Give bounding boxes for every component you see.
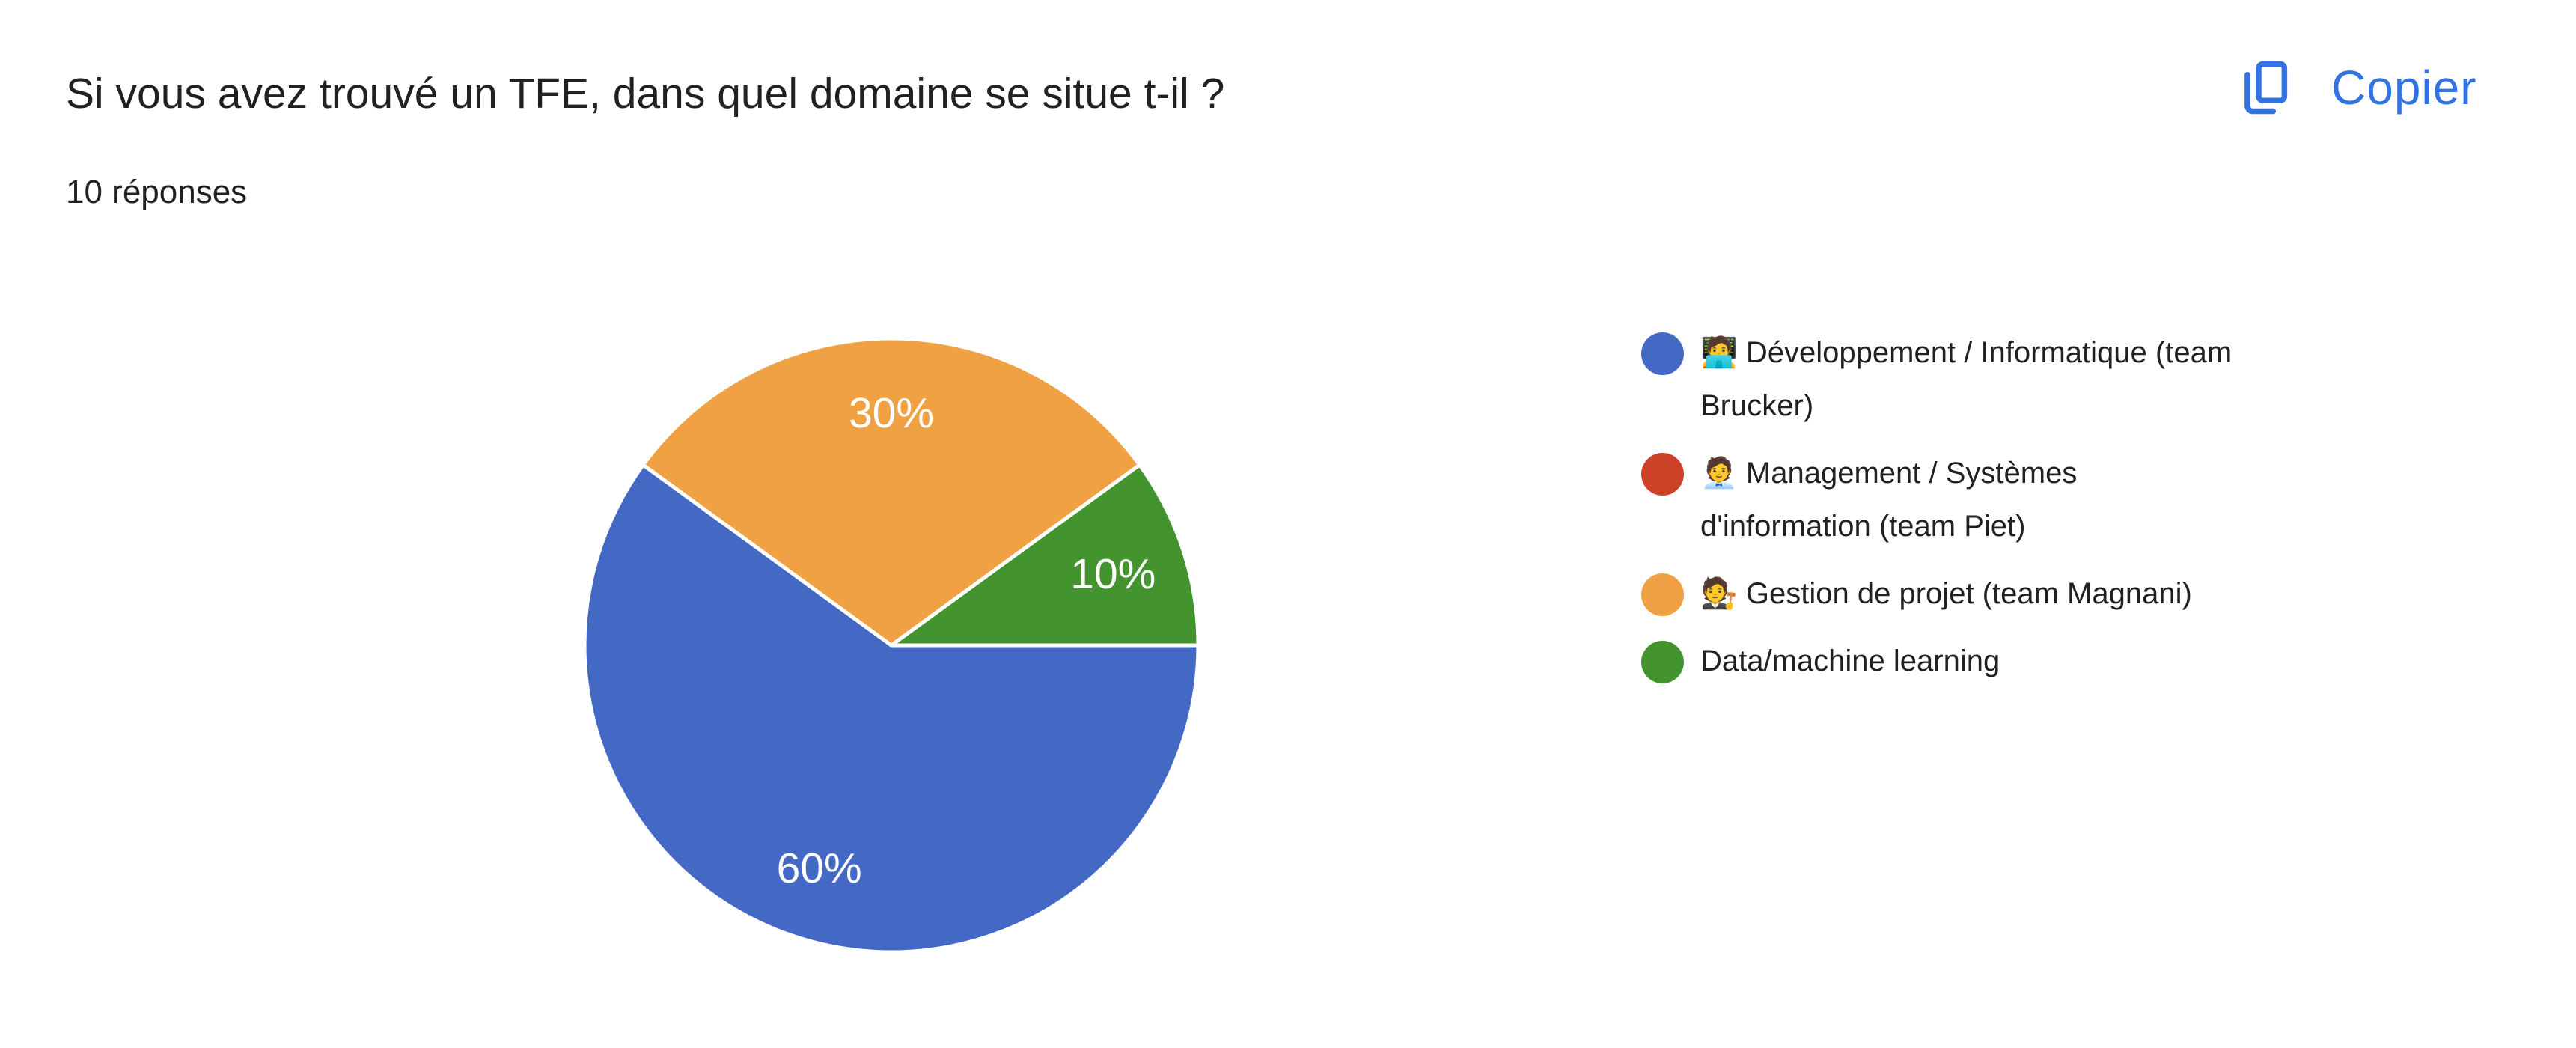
legend-label-line: 🧑‍💻 Développement / Informatique (team	[1700, 336, 2232, 369]
legend-label-line: 🧑‍⚖️ Gestion de projet (team Magnani)	[1700, 577, 2192, 610]
page-title: Si vous avez trouvé un TFE, dans quel do…	[66, 70, 1225, 118]
pie-slice-label-2: 30%	[849, 389, 934, 437]
copy-icon	[2244, 61, 2288, 115]
legend-item-1: 🧑‍💼 Management / Systèmes d'information (…	[1641, 447, 2509, 553]
copy-button-label: Copier	[2331, 61, 2477, 115]
legend-swatch-3	[1641, 641, 1684, 683]
legend-item-2: 🧑‍⚖️ Gestion de projet (team Magnani)	[1641, 567, 2509, 621]
legend-label-1: 🧑‍💼 Management / Systèmes d'information (…	[1700, 447, 2077, 553]
legend: 🧑‍💻 Développement / Informatique (team Br…	[1641, 326, 2509, 688]
pie-slice-2[interactable]	[641, 336, 1142, 648]
copy-button[interactable]: Copier	[2234, 55, 2477, 120]
legend-label-line: 🧑‍💼 Management / Systèmes	[1700, 457, 2078, 490]
legend-label-line: Brucker)	[1700, 389, 1814, 422]
legend-label-line: Data/machine learning	[1700, 645, 2000, 677]
legend-swatch-2	[1641, 573, 1684, 616]
pie-slice-label-3: 10%	[1070, 550, 1156, 598]
legend-swatch-1	[1641, 453, 1684, 496]
legend-item-0: 🧑‍💻 Développement / Informatique (team Br…	[1641, 326, 2509, 433]
legend-label-line: d'information (team Piet)	[1700, 510, 2026, 543]
legend-label-2: 🧑‍⚖️ Gestion de projet (team Magnani)	[1700, 567, 2192, 621]
legend-label-3: Data/machine learning	[1700, 635, 2000, 688]
pie-slice-3[interactable]	[889, 463, 1200, 648]
pie-chart: 60% 30% 10%	[561, 314, 1222, 976]
response-count: 10 réponses	[66, 174, 248, 210]
legend-label-0: 🧑‍💻 Développement / Informatique (team Br…	[1700, 326, 2232, 433]
legend-swatch-0	[1641, 332, 1684, 375]
pie-slice-label-0: 60%	[777, 844, 862, 892]
legend-item-3: Data/machine learning	[1641, 635, 2509, 688]
pie-slice-0[interactable]	[582, 463, 1200, 954]
